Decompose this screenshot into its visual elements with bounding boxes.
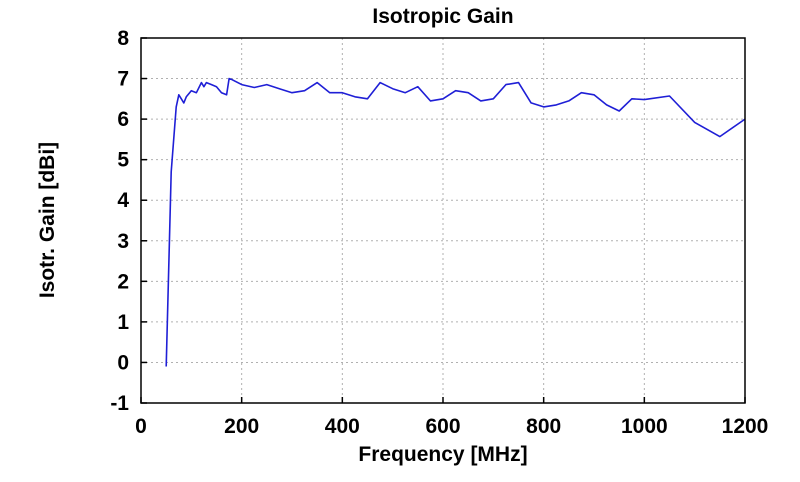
x-tick-label: 400 xyxy=(325,415,360,438)
x-axis-label: Frequency [MHz] xyxy=(358,443,527,466)
x-tick-label: 600 xyxy=(425,415,460,438)
y-tick-label: 7 xyxy=(117,68,129,91)
x-tick-label: 1000 xyxy=(621,415,668,438)
grid-lines xyxy=(141,38,745,403)
x-tick-label: 1200 xyxy=(722,415,769,438)
y-tick-label: 6 xyxy=(117,108,129,131)
y-axis-label: Isotr. Gain [dBi] xyxy=(36,142,59,298)
y-tick-label: 4 xyxy=(117,189,129,212)
y-tick-label: 5 xyxy=(117,149,129,172)
y-tick-label: 3 xyxy=(117,230,129,253)
y-tick-label: 1 xyxy=(117,311,129,334)
x-tick-labels: 0 200 400 600 800 1000 1200 xyxy=(135,415,768,438)
y-tick-labels: -1 0 1 2 3 4 5 6 7 8 xyxy=(110,27,129,415)
y-tick-label: 0 xyxy=(117,351,129,374)
gain-series-line xyxy=(165,77,746,367)
x-tick-label: 0 xyxy=(135,415,147,438)
x-tick-label: 200 xyxy=(224,415,259,438)
x-tick-label: 800 xyxy=(526,415,561,438)
chart-title: Isotropic Gain xyxy=(372,5,513,28)
y-tick-label: 8 xyxy=(117,27,129,50)
axis-ticks xyxy=(140,37,746,404)
y-tick-label: -1 xyxy=(110,392,129,415)
y-tick-label: 2 xyxy=(117,270,129,293)
